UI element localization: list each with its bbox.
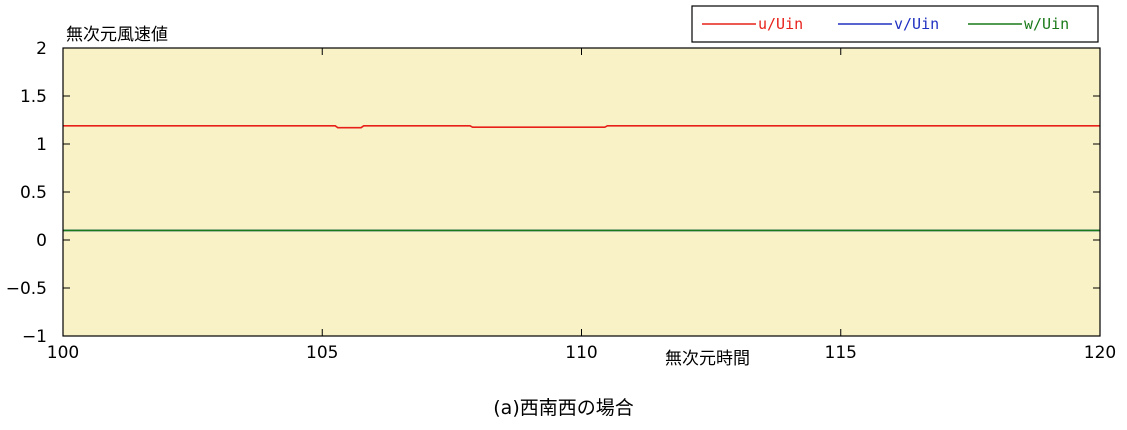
y-tick-label: 0 [36, 231, 47, 251]
y-tick-label: 1 [36, 135, 47, 155]
x-tick-label: 110 [565, 343, 597, 363]
y-axis-title: 無次元風速値 [66, 25, 168, 45]
y-tick-label: 1.5 [20, 87, 47, 107]
y-tick-label: 2 [36, 39, 47, 59]
x-tick-label: 115 [825, 343, 857, 363]
x-axis-title: 無次元時間 [665, 349, 750, 369]
y-tick-label: −0.5 [6, 279, 47, 299]
x-tick-label: 105 [306, 343, 338, 363]
legend-label: v/Uin [894, 15, 939, 33]
figure-caption: (a)西南西の場合 [493, 397, 634, 419]
y-tick-label: −1 [22, 327, 47, 347]
y-tick-label: 0.5 [20, 183, 47, 203]
plot-area [63, 48, 1100, 336]
ticks-layer: 100 105 110 115 120 2 1.5 1 0.5 0 −0.5 −1 [6, 39, 1117, 363]
legend-label: w/Uin [1024, 15, 1069, 33]
legend: u/Uin v/Uin w/Uin [691, 5, 1099, 43]
series-line-u-uin [63, 125, 1100, 129]
series-layer [63, 125, 1100, 232]
x-tick-label: 100 [47, 343, 79, 363]
legend-label: u/Uin [758, 15, 803, 33]
x-tick-label: 120 [1084, 343, 1116, 363]
legend-box [691, 5, 1099, 43]
